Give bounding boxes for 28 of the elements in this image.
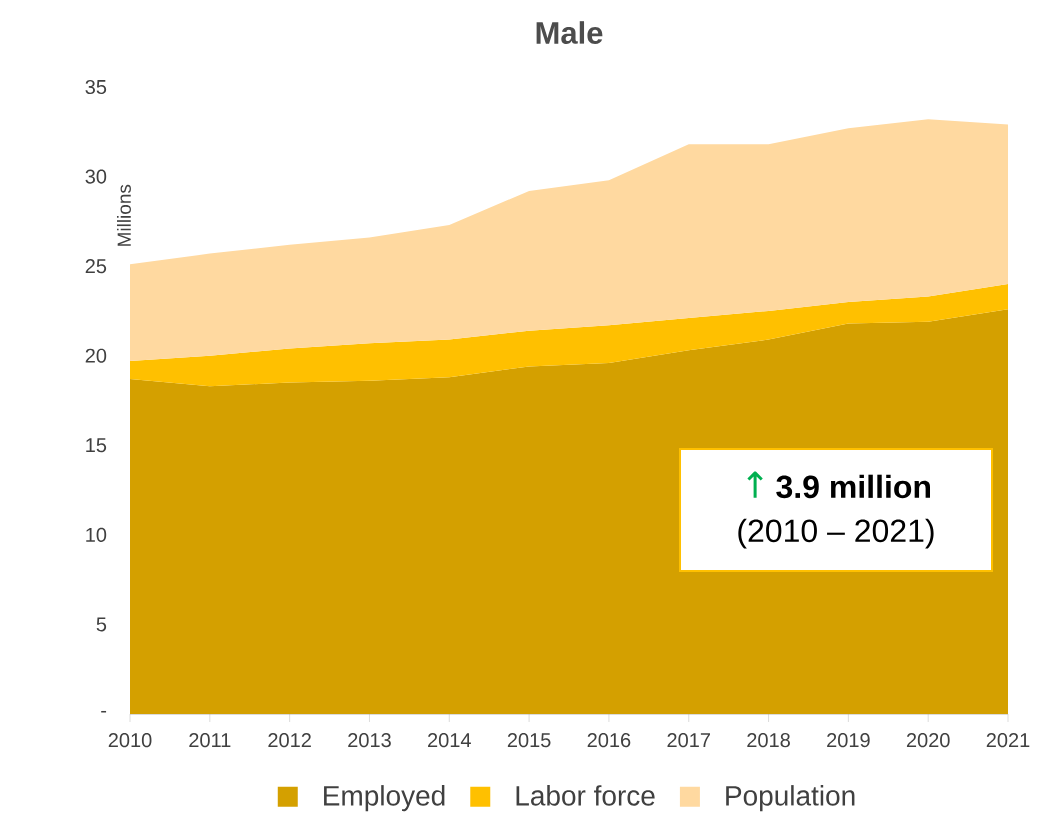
legend-label: Population bbox=[726, 785, 855, 812]
y-tick-label: 20 bbox=[85, 348, 107, 363]
y-axis-title: Millions bbox=[116, 184, 131, 246]
annotation: ↑ bbox=[747, 471, 763, 498]
y-tick-label: - bbox=[101, 710, 107, 713]
annotation: 3.9 million bbox=[776, 474, 931, 499]
x-tick-label: 2016 bbox=[587, 733, 631, 748]
x-tick-label: 2021 bbox=[986, 733, 1030, 748]
x-tick-label: 2010 bbox=[108, 733, 152, 748]
x-tick-label: 2017 bbox=[667, 733, 710, 748]
x-tick-label: 2011 bbox=[189, 733, 231, 748]
x-tick-label: 2014 bbox=[428, 733, 471, 748]
x-tick-label: 2019 bbox=[827, 733, 870, 748]
y-tick-label: 30 bbox=[85, 169, 107, 184]
y-tick-label: 5 bbox=[96, 617, 107, 632]
x-tick-label: 2012 bbox=[268, 733, 311, 748]
chart-title: Male bbox=[536, 21, 603, 44]
legend-label: Labor force bbox=[516, 785, 655, 806]
y-tick-label: 25 bbox=[85, 259, 107, 274]
x-tick-label: 2020 bbox=[906, 733, 950, 748]
x-tick-label: 2013 bbox=[348, 733, 391, 748]
annotation: (2010 – 2021) bbox=[738, 518, 934, 549]
y-tick-label: 15 bbox=[86, 438, 107, 453]
x-tick-label: 2015 bbox=[507, 733, 551, 748]
y-tick-label: 10 bbox=[86, 527, 107, 542]
y-tick-label: 35 bbox=[85, 79, 107, 95]
x-tick-label: 2018 bbox=[747, 733, 790, 748]
legend-label: Employed bbox=[324, 785, 445, 812]
